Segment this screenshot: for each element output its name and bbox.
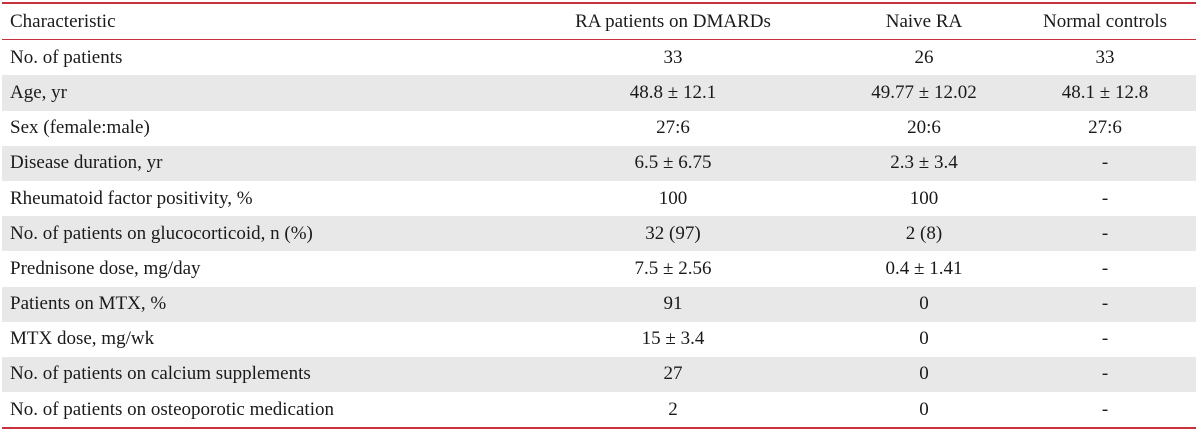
header-row: Characteristic RA patients on DMARDs Nai… [2, 3, 1196, 40]
cell-normal-controls: - [1014, 145, 1196, 181]
table-row: Prednisone dose, mg/day 7.5 ± 2.56 0.4 ±… [2, 251, 1196, 286]
row-label: Rheumatoid factor positivity, % [10, 187, 253, 209]
cell-normal-controls: - [1101, 328, 1109, 350]
row-label: Disease duration, yr [2, 145, 512, 181]
row-label: Age, yr [2, 75, 512, 111]
cell-normal-controls: - [1014, 356, 1196, 393]
cell-normal-controls: 48.1 ± 12.8 [1014, 75, 1196, 111]
table-row: Rheumatoid factor positivity, % 100 100 … [2, 181, 1196, 216]
table-row: Sex (female:male) 27:6 20:6 27:6 [2, 111, 1196, 146]
cell-naive-ra: 0.4 ± 1.41 [885, 257, 963, 279]
table-row: Age, yr 48.8 ± 12.1 49.77 ± 12.02 48.1 ±… [2, 75, 1196, 111]
cell-naive-ra: 26 [914, 46, 934, 68]
row-label: No. of patients [10, 46, 123, 68]
row-label: No. of patients on osteoporotic medicati… [10, 398, 334, 420]
cell-ra-dmards: 6.5 ± 6.75 [512, 145, 834, 181]
cell-ra-dmards: 100 [658, 187, 688, 209]
table-row: Disease duration, yr 6.5 ± 6.75 2.3 ± 3.… [2, 145, 1196, 181]
cell-normal-controls: - [1101, 398, 1109, 420]
cell-naive-ra: 100 [909, 187, 939, 209]
row-label: Patients on MTX, % [2, 286, 512, 322]
cell-normal-controls: 27:6 [1088, 117, 1122, 139]
cell-normal-controls: - [1014, 286, 1196, 322]
cell-naive-ra: 2.3 ± 3.4 [834, 145, 1014, 181]
cell-naive-ra: 0 [919, 328, 929, 350]
table-row: No. of patients on calcium supplements 2… [2, 356, 1196, 393]
header-naive-ra: Naive RA [885, 10, 963, 32]
cell-naive-ra: 2 (8) [834, 216, 1014, 252]
cell-naive-ra: 0 [919, 398, 929, 420]
cell-ra-dmards: 48.8 ± 12.1 [512, 75, 834, 111]
table-row: MTX dose, mg/wk 15 ± 3.4 0 - [2, 322, 1196, 357]
cell-ra-dmards: 2 [668, 398, 678, 420]
cell-normal-controls: - [1101, 257, 1109, 279]
cell-ra-dmards: 7.5 ± 2.56 [634, 257, 712, 279]
cell-normal-controls: 33 [1095, 46, 1115, 68]
cell-naive-ra: 0 [834, 356, 1014, 393]
table-row: No. of patients 33 26 33 [2, 40, 1196, 76]
cell-naive-ra: 49.77 ± 12.02 [834, 75, 1014, 111]
cell-normal-controls: - [1101, 187, 1109, 209]
cell-normal-controls: - [1014, 216, 1196, 252]
header-characteristic: Characteristic [10, 10, 116, 32]
table-header: Characteristic RA patients on DMARDs Nai… [2, 3, 1196, 40]
cell-ra-dmards: 91 [512, 286, 834, 322]
cell-ra-dmards: 27:6 [656, 117, 690, 139]
table-row: No. of patients on osteoporotic medicati… [2, 392, 1196, 429]
row-label: No. of patients on calcium supplements [2, 356, 512, 393]
table-body: No. of patients 33 26 33 Age, yr 48.8 ± … [2, 40, 1196, 429]
header-normal-controls: Normal controls [1042, 10, 1167, 32]
header-ra-dmards: RA patients on DMARDs [575, 10, 771, 32]
table-row: Patients on MTX, % 91 0 - [2, 286, 1196, 322]
table-row: No. of patients on glucocorticoid, n (%)… [2, 216, 1196, 252]
row-label: Sex (female:male) [10, 117, 150, 139]
cell-ra-dmards: 15 ± 3.4 [641, 328, 705, 350]
cell-ra-dmards: 32 (97) [512, 216, 834, 252]
cell-ra-dmards: 33 [663, 46, 683, 68]
cell-naive-ra: 20:6 [907, 117, 941, 139]
row-label: MTX dose, mg/wk [10, 328, 155, 350]
cell-naive-ra: 0 [834, 286, 1014, 322]
cell-ra-dmards: 27 [512, 356, 834, 393]
row-label: Prednisone dose, mg/day [10, 257, 201, 279]
row-label: No. of patients on glucocorticoid, n (%) [2, 216, 512, 252]
